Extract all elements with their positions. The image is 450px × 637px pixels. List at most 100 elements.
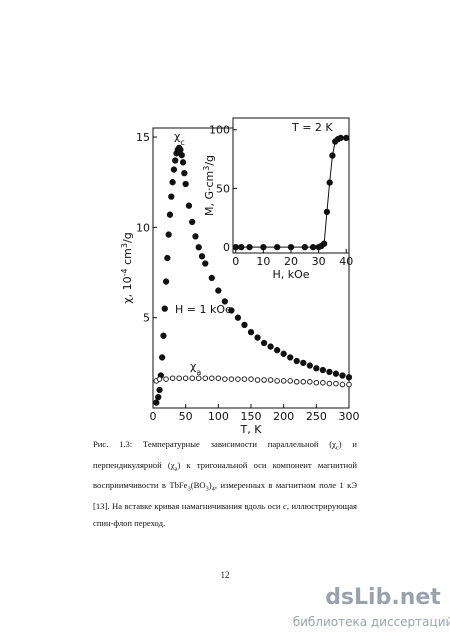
data-point [261, 377, 267, 383]
y-axis-label-part: /g [121, 232, 134, 243]
data-point [306, 362, 313, 369]
series-label: χa [190, 360, 201, 377]
data-point [287, 243, 295, 251]
data-point [177, 146, 184, 153]
data-point [163, 376, 169, 382]
data-point [313, 379, 320, 386]
data-point [301, 243, 308, 251]
data-point [165, 231, 172, 238]
y-axis-label-part: 3 [120, 243, 129, 248]
x-tick-label: 250 [306, 410, 327, 423]
caption-text: ) к тригональной оси компонент магнитной… [93, 459, 357, 491]
data-point [267, 343, 274, 350]
data-point [333, 380, 339, 387]
data-point [156, 386, 163, 394]
data-point [222, 376, 228, 382]
data-point [346, 381, 352, 388]
data-point [309, 243, 317, 251]
data-point [160, 332, 167, 339]
caption-text: 4 [211, 486, 215, 494]
data-point [164, 254, 171, 262]
data-point [329, 152, 336, 159]
data-point [273, 347, 281, 354]
data-point [161, 305, 168, 312]
x-tick-label: 20 [284, 255, 298, 268]
x-tick-label: 150 [241, 410, 262, 423]
y-axis-label: χ, 10-4 cm3/g [120, 232, 135, 303]
data-point [234, 314, 242, 321]
data-point [287, 354, 294, 361]
data-point [232, 243, 239, 251]
data-point [300, 359, 307, 366]
x-tick-label: 40 [339, 255, 353, 268]
data-point [215, 287, 222, 294]
data-point [182, 375, 189, 381]
data-point [169, 375, 176, 381]
caption: Рис. 1.3: Температурные зависимости пара… [93, 436, 357, 532]
data-point [313, 365, 320, 372]
data-point [221, 298, 229, 305]
x-tick-label: 50 [179, 410, 193, 423]
data-point [228, 307, 235, 314]
y-tick-label: 15 [136, 131, 150, 144]
data-point [235, 376, 241, 382]
x-tick-label: 300 [339, 410, 360, 423]
data-point [179, 159, 187, 166]
data-point [293, 357, 300, 365]
y-tick-label: 5 [143, 312, 150, 325]
data-point [185, 202, 193, 209]
data-point [241, 376, 248, 382]
watermark-logo: dsLib.net [325, 585, 441, 610]
data-point [274, 243, 281, 251]
data-point [176, 375, 182, 381]
page-number: 12 [220, 570, 230, 580]
y-tick-label: 0 [223, 241, 230, 254]
data-point [170, 166, 178, 173]
data-point [162, 278, 170, 285]
data-point [195, 375, 202, 381]
data-point [319, 366, 327, 374]
data-point [215, 375, 222, 381]
y-axis-label-part: -4 [120, 268, 129, 276]
y-tick-label: 50 [216, 182, 230, 195]
data-point [182, 180, 189, 188]
x-tick-label: 200 [273, 410, 294, 423]
x-tick-label: 0 [150, 410, 157, 423]
y-axis-label-part: /g [203, 155, 216, 166]
data-point [326, 380, 333, 387]
series-label-name: χ [190, 360, 197, 373]
data-point [339, 381, 346, 388]
data-point [155, 394, 162, 401]
x-tick-label: 10 [256, 255, 270, 268]
series-label: χc [174, 130, 185, 147]
data-point [248, 376, 254, 382]
data-point [280, 350, 287, 357]
x-axis-label: T, K [240, 423, 263, 436]
data-point [241, 321, 248, 329]
data-point [267, 377, 274, 383]
data-point [247, 328, 255, 336]
data-point [166, 211, 174, 218]
data-point [202, 260, 209, 267]
data-point [287, 378, 293, 384]
data-point [238, 243, 245, 251]
x-axis-label: H, kOe [272, 268, 309, 281]
data-point [181, 170, 188, 177]
caption-text: ) и перпендикулярной (χ [93, 439, 357, 470]
data-point [339, 372, 346, 379]
data-point [260, 243, 267, 251]
x-tick-label: 0 [232, 255, 239, 268]
series-label-name: χ [174, 130, 181, 143]
data-point [189, 375, 195, 381]
caption-text: Рис. 1.3: Температурные зависимости пара… [93, 439, 336, 449]
data-point [332, 370, 340, 377]
caption-text: c [335, 444, 339, 452]
data-point [300, 379, 307, 385]
data-point [343, 134, 350, 142]
data-point [228, 376, 235, 382]
caption-text: a [174, 465, 178, 473]
series-label-subscript: c [180, 138, 184, 147]
data-point [169, 179, 176, 186]
watermark-tagline: библиотека диссертаций [293, 615, 450, 629]
